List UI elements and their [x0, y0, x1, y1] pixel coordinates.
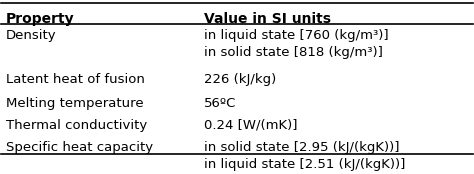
- Text: Density: Density: [6, 29, 57, 42]
- Text: Specific heat capacity: Specific heat capacity: [6, 141, 153, 153]
- Text: Latent heat of fusion: Latent heat of fusion: [6, 73, 145, 85]
- Text: 56ºC: 56ºC: [204, 97, 237, 110]
- Text: Melting temperature: Melting temperature: [6, 97, 144, 110]
- Text: 226 (kJ/kg): 226 (kJ/kg): [204, 73, 276, 85]
- Text: Thermal conductivity: Thermal conductivity: [6, 119, 147, 132]
- Text: in liquid state [760 (kg/m³)]
in solid state [818 (kg/m³)]: in liquid state [760 (kg/m³)] in solid s…: [204, 29, 389, 59]
- Text: Property: Property: [6, 12, 75, 26]
- Text: Value in SI units: Value in SI units: [204, 12, 331, 26]
- Text: 0.24 [W/(mK)]: 0.24 [W/(mK)]: [204, 119, 298, 132]
- Text: in solid state [2.95 (kJ/(kgK))]
in liquid state [2.51 (kJ/(kgK))]: in solid state [2.95 (kJ/(kgK))] in liqu…: [204, 141, 405, 171]
